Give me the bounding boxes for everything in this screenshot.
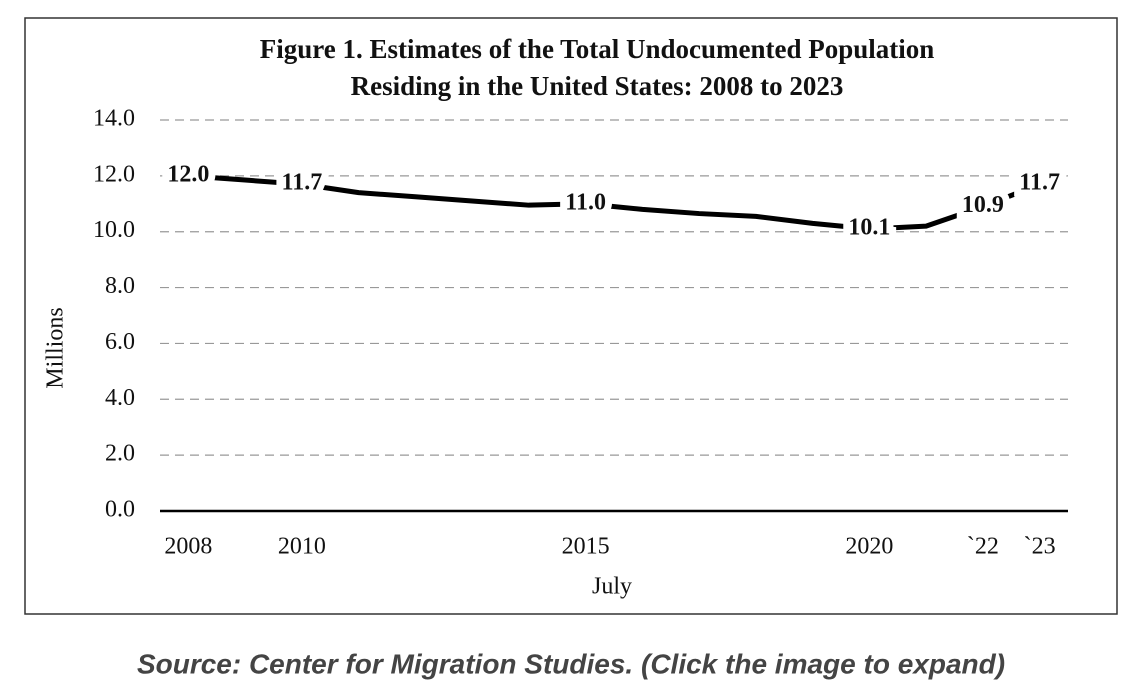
y-tick-label: 14.0	[93, 106, 135, 132]
x-axis-label: July	[592, 574, 632, 600]
y-tick-label: 10.0	[93, 217, 135, 243]
y-axis-label: Millions	[43, 307, 69, 388]
y-tick-label: 4.0	[105, 385, 135, 411]
chart-frame	[24, 17, 1118, 615]
y-tick-label: 6.0	[105, 329, 135, 355]
data-label: 11.0	[565, 189, 606, 215]
x-tick-label: 2015	[562, 534, 610, 560]
chart-title: Figure 1. Estimates of the Total Undocum…	[260, 34, 935, 64]
data-label: 12.0	[167, 161, 209, 187]
x-tick-label: `22	[967, 534, 999, 560]
y-tick-label: 0.0	[105, 497, 135, 523]
data-label: 11.7	[1019, 170, 1060, 196]
y-tick-label: 12.0	[93, 161, 135, 187]
chart-title: Residing in the United States: 2008 to 2…	[351, 71, 844, 101]
x-tick-label: 2020	[845, 534, 893, 560]
data-label: 10.1	[848, 214, 890, 240]
data-label: 10.9	[962, 192, 1004, 218]
x-tick-label: `23	[1024, 534, 1056, 560]
x-tick-label: 2008	[164, 534, 212, 560]
caption: Source: Center for Migration Studies. (C…	[137, 648, 1005, 679]
y-tick-label: 8.0	[105, 273, 135, 299]
x-tick-label: 2010	[278, 534, 326, 560]
y-tick-label: 2.0	[105, 441, 135, 467]
data-label: 11.7	[282, 170, 323, 196]
line-series	[188, 173, 1041, 232]
